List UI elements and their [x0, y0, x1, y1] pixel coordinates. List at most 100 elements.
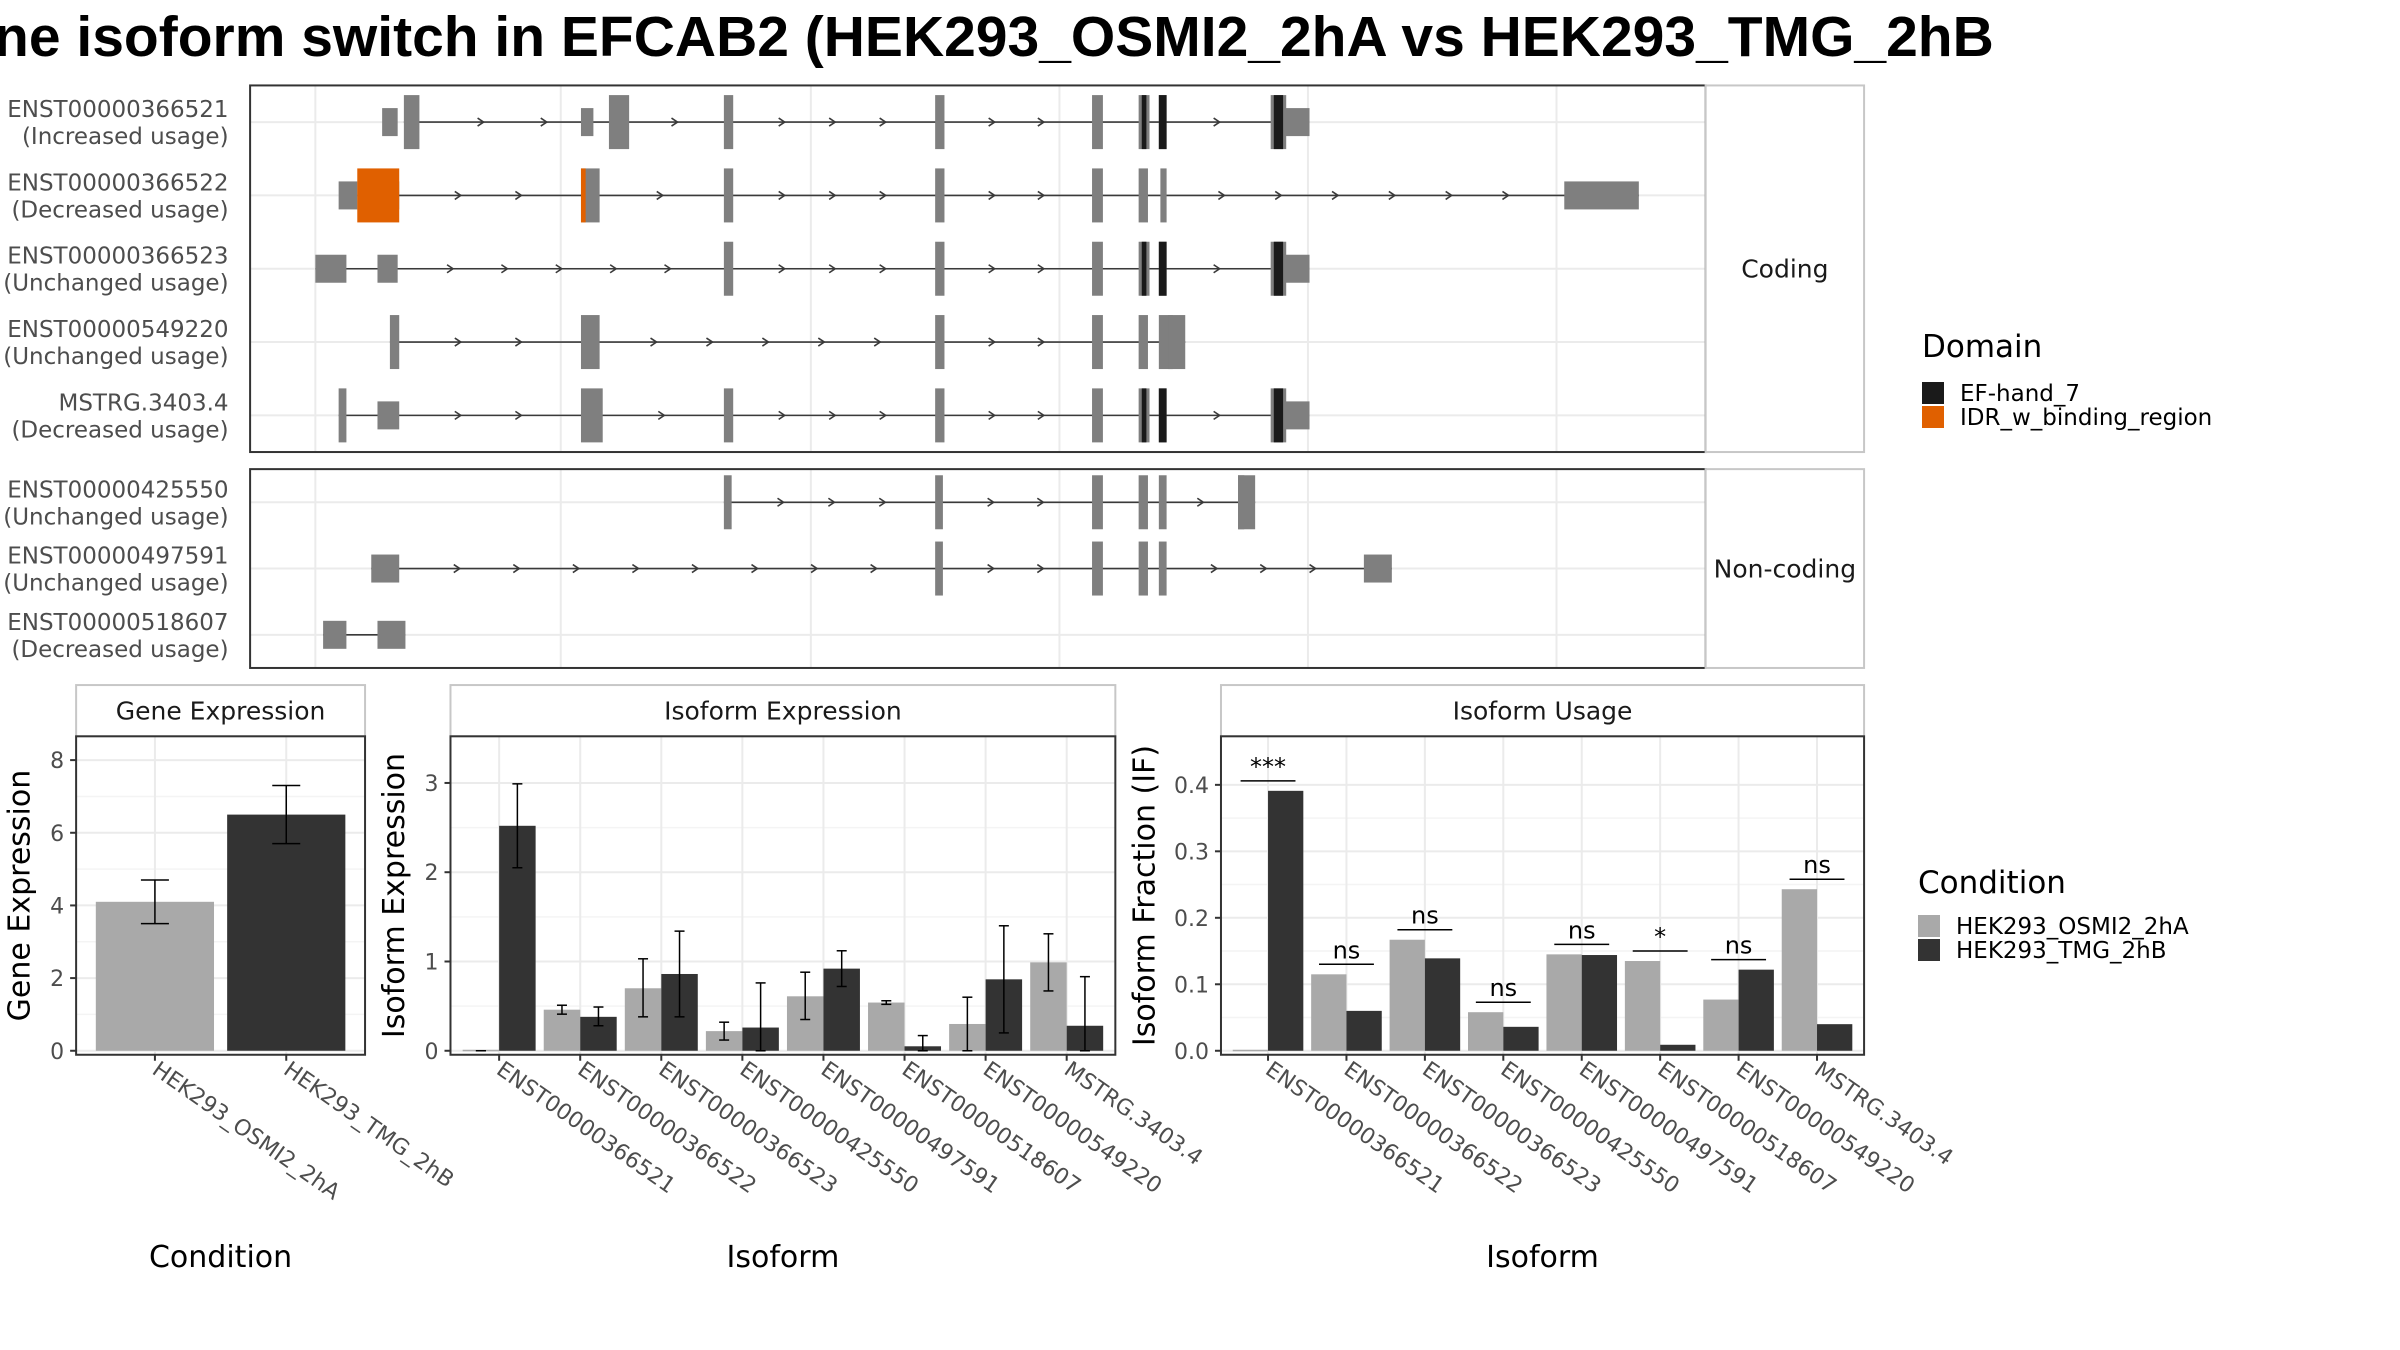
- exon-block: [323, 620, 347, 649]
- cond2-legend-label: HEK293_TMG_2hB: [1956, 938, 2167, 964]
- direction-arrow: [1037, 410, 1046, 421]
- exon-block: [935, 168, 945, 223]
- bar: [1624, 961, 1661, 1051]
- direction-arrow: [500, 264, 509, 274]
- usage-label: (Unchanged usage): [3, 571, 228, 597]
- bar: [1660, 1044, 1696, 1051]
- exon-block: [1564, 181, 1639, 210]
- facet-strip-label: Non-coding: [1714, 555, 1856, 584]
- exon-block: [580, 388, 603, 443]
- bar: [1546, 954, 1582, 1051]
- direction-arrow: [1259, 563, 1268, 574]
- exon-block: [723, 95, 734, 150]
- utr-exon: [338, 181, 358, 210]
- ef-hand-domain: [1141, 388, 1147, 443]
- usage-label: (Increased usage): [22, 124, 229, 150]
- facet-strip: [1704, 468, 1866, 669]
- y-axis-title: Gene Expression: [3, 770, 38, 1022]
- bar: [1581, 955, 1618, 1051]
- transcript-id-label: ENST00000366522: [7, 170, 228, 196]
- utr-exon: [580, 108, 594, 137]
- facet-strip: [1704, 84, 1866, 454]
- bar: [1389, 939, 1425, 1051]
- direction-arrow: [1196, 497, 1205, 507]
- domain-legend: Domain EF-hand_7 IDR_w_binding_region: [1922, 329, 2212, 431]
- direction-arrow: [650, 337, 658, 347]
- y-tick-label: 2: [424, 861, 438, 886]
- direction-arrow: [878, 497, 887, 507]
- transcript-id-label: ENST00000366523: [7, 244, 228, 270]
- significance-label: ns: [1725, 932, 1753, 960]
- direction-arrow: [631, 563, 640, 574]
- usage-label: (Decreased usage): [11, 417, 228, 443]
- bar: [1268, 790, 1304, 1051]
- exon-block: [403, 95, 420, 150]
- facet-strip-label: Coding: [1741, 255, 1828, 284]
- exon-block: [315, 254, 347, 283]
- exon-block: [935, 475, 943, 530]
- direction-arrow: [879, 264, 888, 274]
- ef-hand-domain: [1273, 388, 1284, 443]
- direction-arrow: [988, 117, 997, 127]
- chart-title: Isoform Expression: [664, 697, 902, 726]
- condition-legend: Condition HEK293_OSMI2_2hA HEK293_TMG_2h…: [1918, 865, 2189, 964]
- direction-arrow: [1037, 190, 1046, 201]
- exon-block: [935, 95, 945, 150]
- significance-label: ***: [1250, 753, 1286, 781]
- exon-block: [1283, 401, 1310, 430]
- direction-arrow: [664, 264, 672, 274]
- chart-strip: [449, 684, 1117, 738]
- exon-block: [1158, 475, 1167, 530]
- isoform-usage-chart: Isoform Usage 0.0 0.1 0.2 0.3 0.4 *** ns ns ns ns *…: [1127, 684, 1957, 1275]
- y-tick-label: 3: [424, 772, 438, 797]
- direction-arrow: [873, 337, 882, 347]
- plot-border: [1219, 735, 1866, 1056]
- direction-arrow: [810, 563, 819, 574]
- direction-arrow: [988, 190, 997, 201]
- exon-block: [1092, 95, 1103, 150]
- direction-arrow: [477, 117, 486, 127]
- direction-arrow: [987, 563, 996, 574]
- y-tick-label: 0.0: [1174, 1040, 1209, 1065]
- ef-hand-domain: [1141, 95, 1147, 150]
- transcript-id-label: ENST00000518607: [7, 610, 228, 636]
- direction-arrow: [446, 264, 455, 274]
- exon-block: [1092, 241, 1103, 296]
- ef-hand-domain: [1273, 241, 1284, 296]
- exon-block: [377, 254, 398, 283]
- exon-block: [935, 541, 943, 596]
- y-tick-label: 0.4: [1174, 774, 1209, 799]
- exon-block: [935, 315, 945, 370]
- significance-label: ns: [1803, 851, 1831, 879]
- direction-arrow: [828, 117, 837, 127]
- ef-hand-legend-key: [1922, 382, 1944, 404]
- transcript-id-label: ENST00000425550: [7, 477, 228, 503]
- plot-border: [449, 735, 1117, 1056]
- direction-arrow: [870, 563, 879, 574]
- direction-arrow: [1037, 117, 1046, 127]
- direction-arrow: [751, 563, 759, 574]
- significance-label: ns: [1333, 936, 1361, 964]
- direction-arrow: [706, 337, 714, 347]
- direction-arrow: [777, 497, 785, 507]
- bar: [1781, 889, 1818, 1051]
- bar: [227, 814, 346, 1051]
- direction-arrow: [828, 264, 837, 274]
- direction-arrow: [1331, 190, 1340, 201]
- y-axis-title: Isoform Expression: [377, 753, 412, 1038]
- ef-hand-domain: [1158, 388, 1167, 443]
- chart-strip: [1219, 684, 1866, 738]
- usage-label: (Unchanged usage): [3, 504, 228, 530]
- exon-block: [377, 620, 406, 649]
- y-tick-label: 0.2: [1174, 907, 1209, 932]
- transcript-id-label: ENST00000497591: [7, 544, 228, 570]
- idr-domain: [580, 168, 586, 223]
- y-tick-label: 0: [50, 1040, 64, 1065]
- direction-arrow: [514, 190, 523, 201]
- x-axis-title: Condition: [149, 1240, 292, 1275]
- exon-block: [1363, 554, 1392, 583]
- bar: [1703, 999, 1739, 1051]
- exon-block: [1238, 475, 1256, 530]
